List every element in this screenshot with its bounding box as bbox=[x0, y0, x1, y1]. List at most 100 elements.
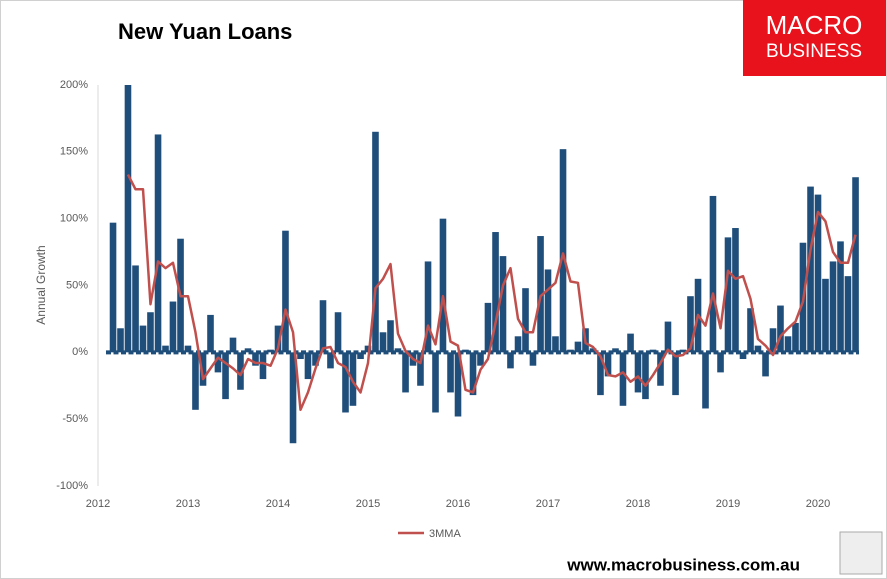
bar bbox=[739, 352, 747, 360]
brand-box bbox=[743, 0, 886, 76]
bar bbox=[289, 352, 297, 444]
bar bbox=[672, 352, 679, 396]
bar bbox=[207, 314, 214, 353]
bar bbox=[514, 336, 522, 353]
bar bbox=[379, 332, 387, 353]
x-tick-label: 2012 bbox=[86, 498, 110, 510]
y-tick-label: 0% bbox=[72, 346, 88, 358]
bar bbox=[784, 336, 792, 353]
bar bbox=[267, 349, 274, 353]
bar bbox=[229, 337, 237, 353]
y-tick-label: -100% bbox=[56, 480, 88, 492]
bar bbox=[559, 149, 567, 353]
bar bbox=[222, 352, 229, 400]
bar bbox=[537, 236, 544, 353]
bar bbox=[469, 352, 477, 396]
bar bbox=[462, 349, 469, 353]
bar bbox=[484, 302, 492, 353]
bar bbox=[192, 352, 199, 410]
bar bbox=[319, 300, 327, 353]
bar bbox=[589, 348, 597, 353]
bar bbox=[372, 131, 379, 353]
bar bbox=[822, 278, 829, 353]
brand-line: MACRO bbox=[766, 10, 863, 40]
brand-line: BUSINESS bbox=[766, 41, 862, 62]
bar bbox=[394, 348, 402, 353]
footer: www.macrobusiness.com.au bbox=[566, 555, 800, 574]
bar bbox=[522, 288, 529, 353]
bar bbox=[492, 232, 499, 353]
bar bbox=[109, 222, 117, 353]
bar bbox=[439, 218, 447, 353]
bar bbox=[544, 269, 552, 353]
bar bbox=[679, 349, 687, 353]
bar bbox=[147, 312, 154, 353]
bar bbox=[154, 134, 162, 353]
bar bbox=[664, 321, 672, 353]
bar bbox=[604, 352, 612, 377]
bar bbox=[454, 352, 462, 417]
bar bbox=[844, 276, 852, 353]
bar bbox=[642, 352, 649, 400]
bar bbox=[402, 352, 409, 393]
x-tick-label: 2015 bbox=[356, 498, 380, 510]
x-tick-label: 2020 bbox=[806, 498, 830, 510]
bar bbox=[852, 177, 859, 353]
bar bbox=[364, 345, 372, 353]
bar bbox=[447, 352, 454, 393]
x-tick-label: 2018 bbox=[626, 498, 650, 510]
bar bbox=[297, 352, 304, 360]
y-tick-label: -50% bbox=[62, 413, 88, 425]
bar bbox=[387, 320, 394, 353]
bar bbox=[334, 312, 342, 353]
bar bbox=[724, 237, 732, 353]
bar bbox=[619, 352, 627, 406]
bar bbox=[657, 352, 664, 386]
bar bbox=[777, 305, 784, 353]
bar bbox=[169, 301, 177, 353]
bar bbox=[417, 352, 424, 386]
bar bbox=[327, 352, 334, 369]
logo-icon bbox=[839, 531, 883, 575]
bar bbox=[769, 328, 777, 353]
bar bbox=[499, 256, 507, 353]
bar bbox=[837, 241, 844, 353]
chart-title: New Yuan Loans bbox=[118, 19, 292, 44]
bar bbox=[747, 308, 754, 353]
bar bbox=[829, 261, 837, 353]
x-tick-label: 2014 bbox=[266, 498, 290, 510]
legend-label: 3MMA bbox=[429, 528, 461, 540]
bar bbox=[717, 352, 724, 373]
bar bbox=[702, 352, 709, 409]
y-tick-label: 50% bbox=[66, 279, 88, 291]
x-tick-label: 2019 bbox=[716, 498, 740, 510]
bar bbox=[634, 352, 642, 393]
bar bbox=[139, 325, 147, 353]
bar bbox=[687, 296, 694, 353]
bar bbox=[342, 352, 349, 413]
bar bbox=[432, 352, 439, 413]
bar bbox=[529, 352, 537, 366]
bar bbox=[132, 265, 139, 353]
bar bbox=[814, 194, 822, 353]
bar bbox=[252, 352, 259, 366]
bar bbox=[117, 328, 124, 353]
bar bbox=[567, 349, 574, 353]
x-tick-label: 2013 bbox=[176, 498, 200, 510]
bar bbox=[199, 352, 207, 386]
bar bbox=[184, 345, 192, 353]
y-tick-label: 100% bbox=[60, 213, 88, 225]
bar bbox=[754, 345, 762, 353]
bar bbox=[574, 341, 582, 353]
bar bbox=[732, 228, 739, 353]
bar bbox=[627, 333, 634, 353]
bar bbox=[259, 352, 267, 380]
bar bbox=[597, 352, 604, 396]
bar bbox=[274, 325, 282, 353]
line bbox=[126, 173, 857, 412]
bar bbox=[214, 352, 222, 373]
bar bbox=[162, 345, 169, 353]
bar bbox=[304, 352, 312, 380]
bar bbox=[762, 352, 769, 377]
